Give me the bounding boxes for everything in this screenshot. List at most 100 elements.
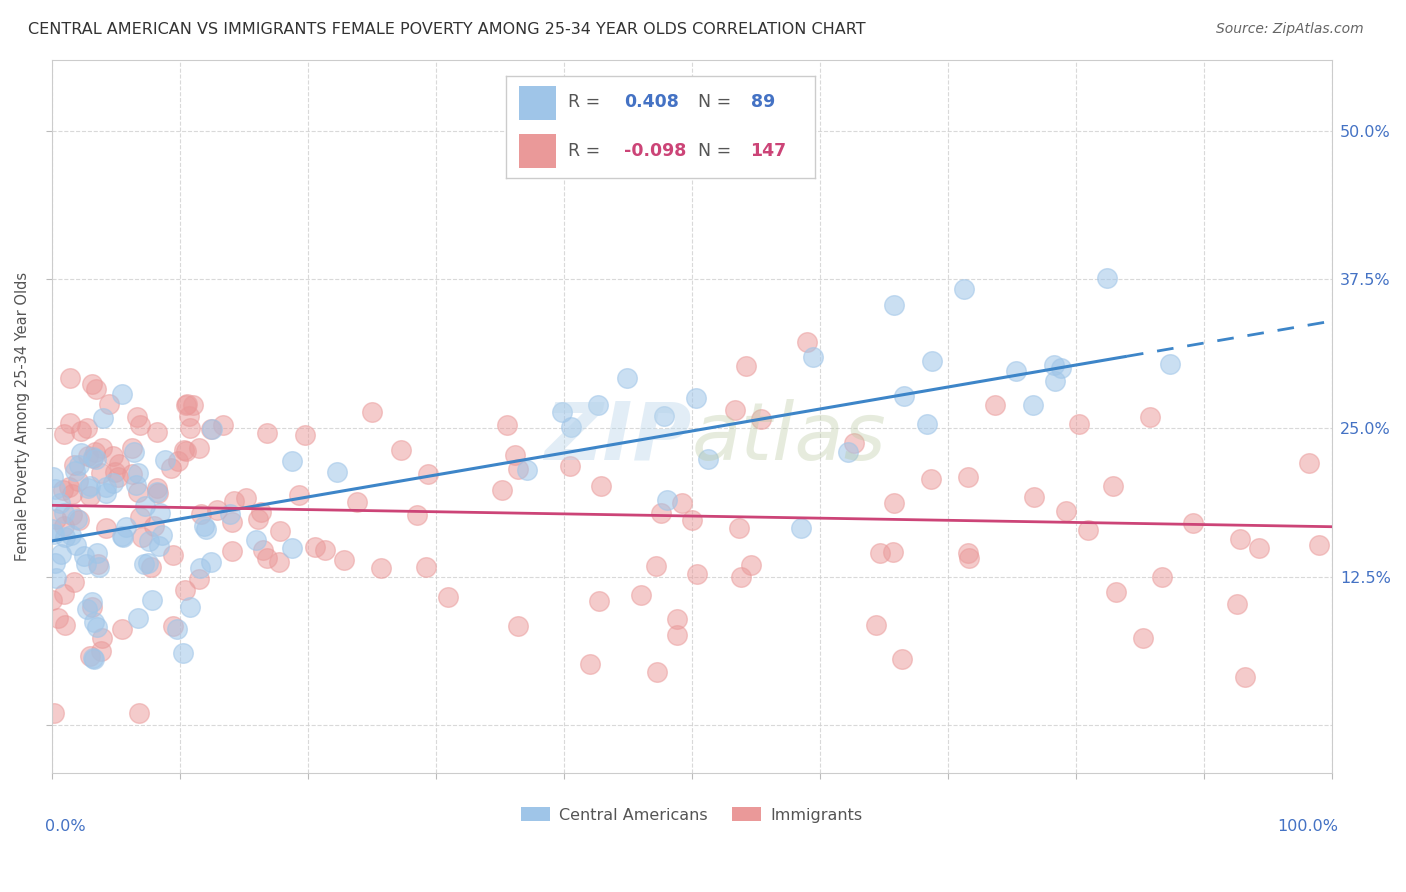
Point	[127, 466, 149, 480]
Point	[59, 370, 82, 384]
Point	[41, 593, 63, 607]
Point	[84, 445, 107, 459]
Point	[578, 657, 600, 671]
Point	[207, 503, 229, 517]
Point	[515, 463, 537, 477]
Point	[84, 451, 107, 466]
Point	[49, 496, 72, 510]
Point	[1234, 670, 1257, 684]
Point	[953, 282, 976, 296]
Point	[63, 464, 86, 478]
Point	[883, 496, 905, 510]
Point	[49, 547, 72, 561]
Point	[842, 435, 865, 450]
Point	[87, 559, 110, 574]
Point	[55, 618, 77, 632]
Point	[1308, 538, 1330, 552]
Point	[491, 483, 513, 497]
Point	[108, 458, 131, 472]
Point	[67, 513, 90, 527]
Point	[111, 623, 134, 637]
Point	[591, 479, 613, 493]
Point	[616, 371, 638, 385]
Point	[682, 513, 704, 527]
Point	[437, 590, 460, 604]
Point	[801, 350, 824, 364]
Point	[148, 539, 170, 553]
Point	[62, 458, 84, 473]
Point	[67, 458, 90, 473]
Point	[749, 412, 772, 426]
Point	[136, 556, 159, 570]
Point	[150, 527, 173, 541]
Point	[83, 651, 105, 665]
Point	[245, 533, 267, 548]
Point	[1249, 541, 1271, 555]
Point	[235, 491, 257, 505]
Y-axis label: Female Poverty Among 25-34 Year Olds: Female Poverty Among 25-34 Year Olds	[15, 272, 30, 561]
Point	[44, 511, 66, 525]
Point	[957, 546, 980, 560]
Point	[96, 521, 118, 535]
Point	[883, 298, 905, 312]
Point	[630, 588, 652, 602]
Point	[247, 511, 270, 525]
Text: 0.408: 0.408	[624, 94, 679, 112]
Point	[865, 617, 887, 632]
Point	[84, 382, 107, 396]
Legend: Central Americans, Immigrants: Central Americans, Immigrants	[515, 800, 869, 829]
Point	[1050, 361, 1073, 376]
Bar	[519, 135, 555, 168]
Point	[82, 451, 104, 466]
Point	[1021, 398, 1043, 412]
Point	[503, 449, 526, 463]
Point	[46, 611, 69, 625]
Point	[921, 354, 943, 368]
Point	[665, 628, 688, 642]
Point	[70, 424, 93, 438]
Point	[294, 428, 316, 442]
Point	[740, 558, 762, 572]
Point	[66, 512, 89, 526]
Point	[406, 508, 429, 522]
Point	[115, 520, 138, 534]
Point	[1150, 570, 1173, 584]
Point	[190, 561, 212, 575]
Point	[91, 631, 114, 645]
Point	[41, 522, 63, 536]
Point	[1005, 364, 1028, 378]
Point	[588, 398, 610, 412]
Point	[314, 542, 336, 557]
Point	[52, 586, 75, 600]
Point	[370, 560, 392, 574]
Point	[107, 469, 129, 483]
Point	[52, 506, 75, 520]
Point	[53, 427, 76, 442]
Point	[671, 496, 693, 510]
Point	[891, 652, 914, 666]
Point	[166, 623, 188, 637]
Point	[172, 646, 194, 660]
Point	[304, 540, 326, 554]
Text: 147: 147	[751, 142, 786, 160]
Point	[149, 506, 172, 520]
Point	[52, 483, 75, 498]
Point	[1229, 533, 1251, 547]
Point	[728, 521, 751, 535]
Point	[790, 520, 813, 534]
Point	[495, 418, 517, 433]
Point	[652, 409, 675, 423]
Point	[127, 485, 149, 500]
Point	[129, 417, 152, 432]
Point	[177, 409, 200, 423]
Point	[252, 543, 274, 558]
Point	[256, 550, 278, 565]
Point	[957, 470, 980, 484]
Point	[127, 409, 149, 424]
Point	[1159, 357, 1181, 371]
Point	[160, 461, 183, 475]
Point	[66, 474, 89, 488]
Point	[281, 541, 304, 555]
Point	[42, 706, 65, 721]
Point	[837, 444, 859, 458]
